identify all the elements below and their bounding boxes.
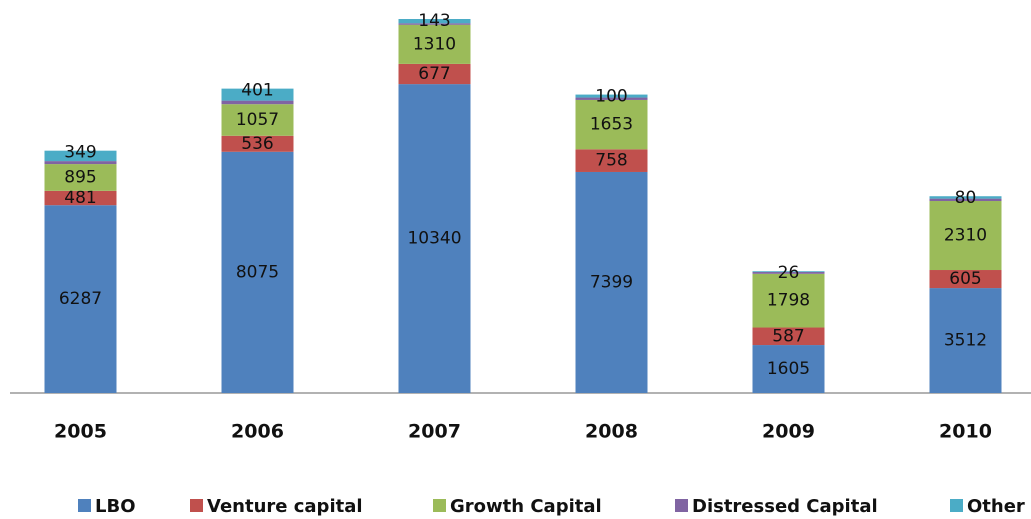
data-label: 100 xyxy=(595,87,627,107)
data-label: 758 xyxy=(595,151,627,171)
legend-swatch xyxy=(950,499,963,512)
bar-segment xyxy=(44,190,117,206)
bar-segment xyxy=(398,84,471,394)
legend-swatch xyxy=(190,499,203,512)
data-label: 6287 xyxy=(59,289,102,309)
legend-label: Other xyxy=(967,496,1025,517)
data-label: 677 xyxy=(418,64,450,84)
legend-swatch xyxy=(78,499,91,512)
legend-label: LBO xyxy=(95,496,136,517)
data-label: 605 xyxy=(949,269,981,289)
bar-segment xyxy=(575,97,648,100)
x-tick-label: 2007 xyxy=(408,421,461,443)
x-tick-label: 2010 xyxy=(939,421,992,443)
bar-segment xyxy=(398,23,471,25)
bar-segment xyxy=(44,164,117,191)
data-label: 481 xyxy=(64,188,96,208)
bar-segment xyxy=(929,196,1002,199)
data-label: 143 xyxy=(418,11,450,31)
bar-segment xyxy=(929,288,1002,393)
bar-segment xyxy=(44,205,117,393)
bar-segment xyxy=(398,19,471,24)
data-label: 8075 xyxy=(236,262,279,282)
legend-swatch xyxy=(433,499,446,512)
bar-segment xyxy=(575,149,648,172)
bar-segment xyxy=(221,88,294,101)
bar-segment xyxy=(44,161,117,165)
bar-segment xyxy=(575,94,648,98)
bar-segment xyxy=(44,150,117,162)
data-label: 1605 xyxy=(767,359,810,379)
data-label: 80 xyxy=(955,188,977,208)
x-tick-label: 2008 xyxy=(585,421,638,443)
data-label: 401 xyxy=(241,81,273,101)
data-label: 3512 xyxy=(944,331,987,351)
x-tick-label: 2005 xyxy=(54,421,107,443)
bar-segment xyxy=(929,201,1002,271)
data-label: 895 xyxy=(64,167,96,187)
bar-segment xyxy=(929,270,1002,289)
data-label: 1310 xyxy=(413,34,456,54)
bar-segment xyxy=(221,135,294,152)
legend-label: Growth Capital xyxy=(450,496,602,517)
bar-segment xyxy=(752,327,825,346)
x-tick-label: 2006 xyxy=(231,421,284,443)
bar-segment xyxy=(221,151,294,393)
bar-segment xyxy=(221,100,294,105)
data-label: 2310 xyxy=(944,226,987,246)
data-label: 10340 xyxy=(407,229,461,249)
bar-segment xyxy=(575,171,648,393)
bar-segment xyxy=(398,24,471,64)
bar-segment xyxy=(752,271,825,273)
data-label: 1798 xyxy=(767,291,810,311)
data-label: 536 xyxy=(241,134,273,154)
bar-segment xyxy=(221,104,294,136)
bar-segment xyxy=(752,345,825,393)
legend-label: Venture capital xyxy=(207,496,363,517)
data-label: 1057 xyxy=(236,110,279,130)
bar-segment xyxy=(752,273,825,328)
bar-segment xyxy=(929,198,1002,202)
data-label: 7399 xyxy=(590,272,633,292)
data-label: 26 xyxy=(778,263,800,283)
legend-swatch xyxy=(675,499,688,512)
bar-segment xyxy=(752,272,825,274)
data-label: 1653 xyxy=(590,115,633,135)
data-label: 349 xyxy=(64,143,96,163)
bar-segment xyxy=(575,99,648,150)
data-label: 587 xyxy=(772,326,804,346)
x-tick-label: 2009 xyxy=(762,421,815,443)
legend-label: Distressed Capital xyxy=(692,496,878,517)
bar-segment xyxy=(398,63,471,85)
